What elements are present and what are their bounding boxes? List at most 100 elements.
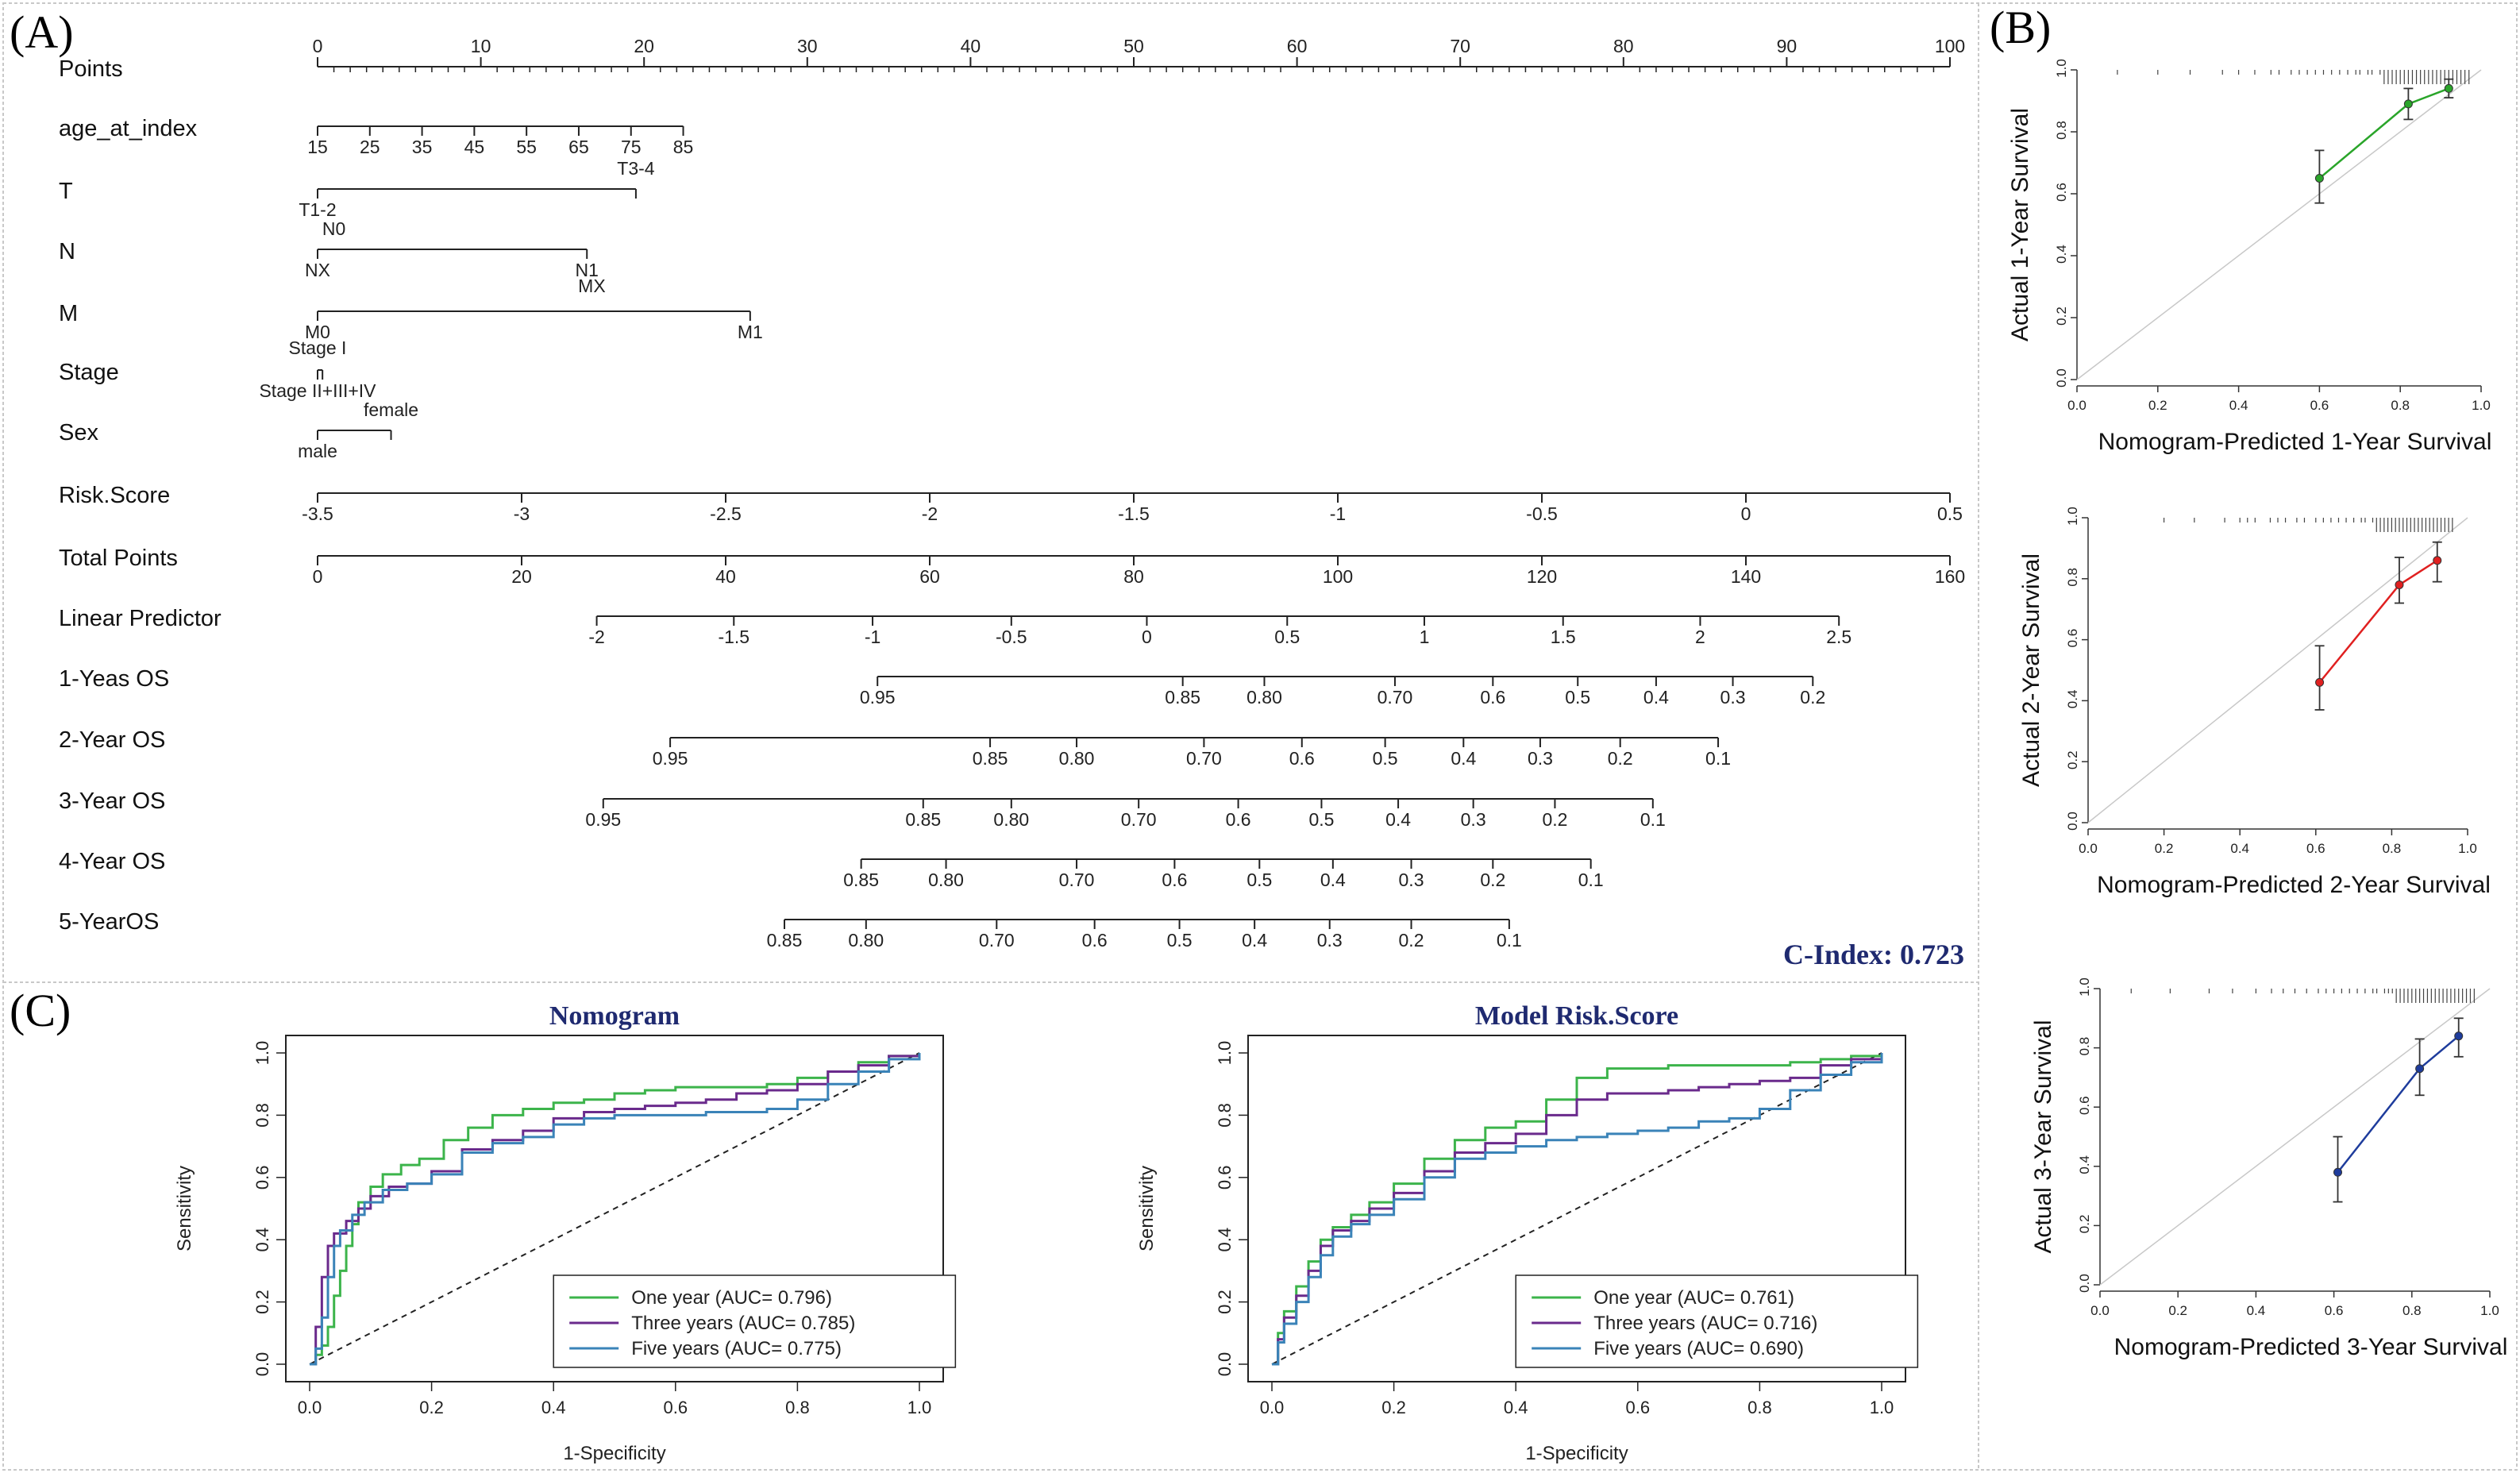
roc-curve-3 xyxy=(1272,1053,1883,1366)
nomogram-tick-label: 75 xyxy=(621,137,642,157)
nomogram-tick-label: 0.85 xyxy=(1165,687,1200,708)
nomogram-tick-label: 0 xyxy=(313,566,323,587)
y-tick-label: 0.4 xyxy=(1215,1228,1235,1252)
y-tick-label: 0.0 xyxy=(252,1352,272,1377)
y-tick-label: 0.4 xyxy=(2065,690,2080,709)
x-axis-title: Nomogram-Predicted 2-Year Survival xyxy=(2097,872,2491,898)
nomogram-tick-label: 0 xyxy=(1741,503,1751,524)
nomogram-row-label: T xyxy=(59,179,73,204)
nomogram-tick-label: -3 xyxy=(514,503,530,524)
y-tick-label: 0.8 xyxy=(2065,568,2080,587)
nomogram-tick-label: 0.85 xyxy=(905,809,941,830)
y-axis-title: Sensitivity xyxy=(174,1166,195,1251)
x-tick-label: 0.4 xyxy=(2247,1303,2266,1318)
legend-entry: One year (AUC= 0.761) xyxy=(1593,1287,1794,1309)
nomogram-tick-label: T1-2 xyxy=(299,199,336,220)
y-axis-title: Actual 3-Year Survival xyxy=(2030,1020,2056,1253)
nomogram-tick-label: 0.3 xyxy=(1317,930,1343,951)
nomogram-tick-label: 0.3 xyxy=(1720,687,1746,708)
calibration-point xyxy=(2433,556,2442,565)
nomogram-tick-label: 0.4 xyxy=(1320,870,1346,890)
y-tick-label: 0.0 xyxy=(2077,1274,2092,1293)
x-tick-label: 0.2 xyxy=(2155,841,2174,856)
nomogram-tick-label: 0.2 xyxy=(1608,748,1633,769)
plot-frame xyxy=(1247,1035,1906,1382)
y-tick-label: 0.6 xyxy=(1215,1166,1235,1190)
nomogram-row-label: age_at_index xyxy=(59,116,198,141)
calibration-line xyxy=(2318,87,2449,179)
nomogram-tick-label: 15 xyxy=(307,137,328,157)
nomogram-tick-label: 0 xyxy=(313,36,323,56)
nomogram-tick-label: 0.70 xyxy=(1186,748,1222,769)
roc-plot-nomogram: Nomogram 0.0 0.0 0.2 0.2 0.4 0.4 0.6 0.6 0.8 0.8 1.… xyxy=(174,1001,957,1464)
nomogram-tick-label: 0.1 xyxy=(1578,870,1604,890)
legend-box xyxy=(1515,1274,1919,1368)
panel-a-label: (A) xyxy=(10,6,74,58)
nomogram-tick-label: 0.5 xyxy=(1565,687,1590,708)
nomogram-tick-label: 70 xyxy=(1450,36,1470,56)
y-tick-label: 1.0 xyxy=(2054,59,2069,78)
nomogram-tick-label: 40 xyxy=(961,36,981,56)
nomogram-tick-label: N0 xyxy=(322,218,345,239)
nomogram-tick-label: 120 xyxy=(1527,566,1557,587)
y-tick-label: 0.2 xyxy=(1215,1290,1235,1314)
y-tick-label: 0.4 xyxy=(2054,245,2069,264)
nomogram-tick-label: 0.6 xyxy=(1162,870,1187,890)
legend-entry: Five years (AUC= 0.775) xyxy=(631,1338,842,1359)
y-tick-label: 0.4 xyxy=(2077,1155,2092,1174)
x-tick-label: 0.4 xyxy=(541,1398,566,1417)
x-tick-label: 0.4 xyxy=(1504,1398,1528,1417)
nomogram-tick-label: 0.4 xyxy=(1451,748,1476,769)
nomogram-tick-label: 0.95 xyxy=(585,809,621,830)
nomogram-tick-label: MX xyxy=(578,276,606,296)
x-axis-title: 1-Specificity xyxy=(563,1443,665,1464)
ideal-reference-line xyxy=(2076,69,2482,380)
nomogram-tick-label: 0.3 xyxy=(1528,748,1553,769)
y-tick-label: 0.8 xyxy=(2054,121,2069,140)
y-tick-label: 0.2 xyxy=(252,1290,272,1314)
nomogram-tick-label: 0.2 xyxy=(1480,870,1505,890)
nomogram-tick-label: 60 xyxy=(919,566,940,587)
nomogram-tick-label: 80 xyxy=(1613,36,1634,56)
calibration-point xyxy=(2444,83,2453,93)
y-tick-label: 0.6 xyxy=(2077,1096,2092,1115)
panel-b-label: (B) xyxy=(1990,2,2051,53)
y-tick-label: 0.8 xyxy=(2077,1037,2092,1056)
nomogram-tick-label: female xyxy=(364,399,418,420)
y-tick-label: 0.4 xyxy=(252,1228,272,1252)
calibration-point xyxy=(2454,1031,2464,1041)
calibration-plot-1-year: 0.0 0.0 0.2 0.2 0.4 0.4 0.6 0.6 0.8 0.8 1.0 1.0 Nomo… xyxy=(2007,59,2491,455)
x-tick-label: 0.8 xyxy=(785,1398,810,1417)
nomogram-tick-label: 0.1 xyxy=(1705,748,1731,769)
x-tick-label: 1.0 xyxy=(1870,1398,1894,1417)
roc-curve-2 xyxy=(1272,1053,1883,1366)
nomogram-tick-label: 0.70 xyxy=(1059,870,1095,890)
y-tick-label: 1.0 xyxy=(2077,978,2092,997)
x-tick-label: 1.0 xyxy=(907,1398,932,1417)
nomogram-row-label: 4-Year OS xyxy=(59,849,165,874)
roc-curve-3 xyxy=(310,1053,921,1366)
nomogram-tick-label: M0 xyxy=(305,322,330,342)
nomogram-row-label: Linear Predictor xyxy=(59,606,222,631)
nomogram-tick-label: 0.5 xyxy=(1247,870,1272,890)
c-index-label: C-Index: 0.723 xyxy=(1783,939,1964,970)
plot-title: Model Risk.Score xyxy=(1475,1001,1678,1031)
chance-diagonal xyxy=(1271,1052,1882,1365)
nomogram-tick-label: 0.70 xyxy=(1378,687,1413,708)
nomogram-row-label: Points xyxy=(59,56,123,82)
plot-title: Nomogram xyxy=(549,1001,680,1031)
chance-diagonal xyxy=(309,1052,920,1365)
x-tick-label: 0.0 xyxy=(298,1398,322,1417)
y-tick-label: 0.2 xyxy=(2065,750,2080,769)
nomogram-tick-label: 0.70 xyxy=(1121,809,1157,830)
nomogram-row-label: 1-Yeas OS xyxy=(59,666,169,692)
nomogram-row-label: N xyxy=(59,239,75,264)
nomogram-tick-label: 1.5 xyxy=(1551,627,1576,647)
nomogram-tick-label: 0.2 xyxy=(1800,687,1825,708)
x-tick-label: 0.0 xyxy=(2067,398,2087,413)
nomogram-tick-label: 85 xyxy=(673,137,694,157)
panel-c-label: (C) xyxy=(10,985,71,1036)
nomogram-tick-label: 55 xyxy=(516,137,537,157)
x-tick-label: 0.8 xyxy=(1747,1398,1772,1417)
